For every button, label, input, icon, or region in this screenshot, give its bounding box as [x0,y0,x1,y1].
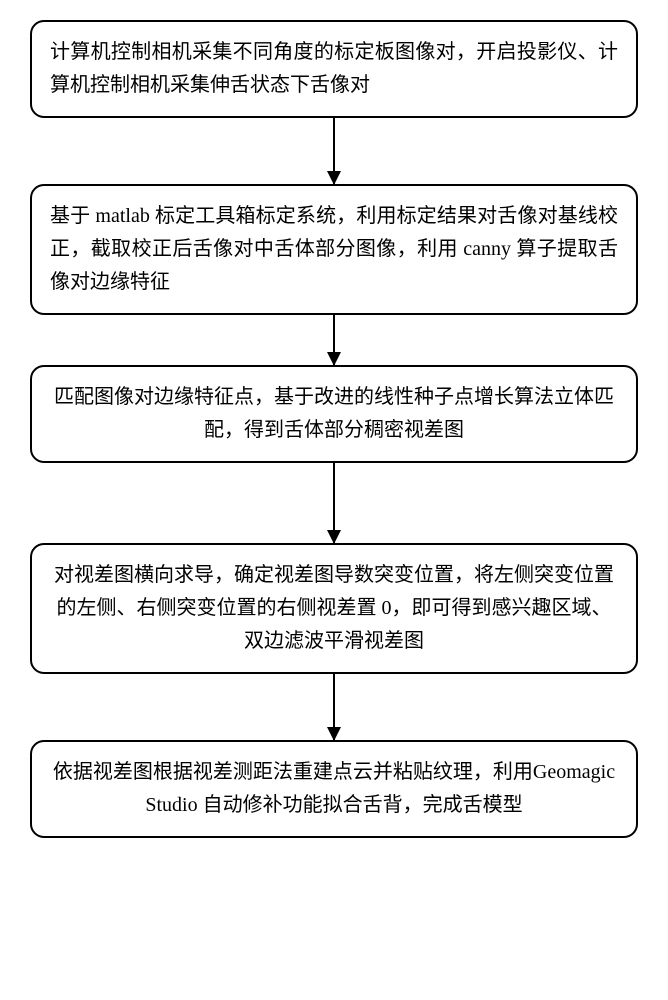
step-1-box: 计算机控制相机采集不同角度的标定板图像对，开启投影仪、计算机控制相机采集伸舌状态… [30,20,638,118]
step-2-text: 基于 matlab 标定工具箱标定系统，利用标定结果对舌像对基线校正，截取校正后… [50,205,618,293]
step-5-box: 依据视差图根据视差测距法重建点云并粘贴纹理，利用Geomagic Studio … [30,740,638,838]
arrow-2-line [333,315,335,365]
arrow-2 [333,315,335,365]
flowchart-container: 计算机控制相机采集不同角度的标定板图像对，开启投影仪、计算机控制相机采集伸舌状态… [0,0,668,858]
step-5-text: 依据视差图根据视差测距法重建点云并粘贴纹理，利用Geomagic Studio … [53,761,615,816]
arrow-3 [333,463,335,543]
arrow-4-line [333,674,335,740]
arrow-3-line [333,463,335,543]
step-2-box: 基于 matlab 标定工具箱标定系统，利用标定结果对舌像对基线校正，截取校正后… [30,184,638,315]
arrow-1-line [333,118,335,184]
step-1-text: 计算机控制相机采集不同角度的标定板图像对，开启投影仪、计算机控制相机采集伸舌状态… [50,41,618,96]
step-3-box: 匹配图像对边缘特征点，基于改进的线性种子点增长算法立体匹配，得到舌体部分稠密视差… [30,365,638,463]
step-3-text: 匹配图像对边缘特征点，基于改进的线性种子点增长算法立体匹配，得到舌体部分稠密视差… [54,386,614,441]
arrow-4 [333,674,335,740]
step-4-box: 对视差图横向求导，确定视差图导数突变位置，将左侧突变位置的左侧、右侧突变位置的右… [30,543,638,674]
step-4-text: 对视差图横向求导，确定视差图导数突变位置，将左侧突变位置的左侧、右侧突变位置的右… [54,564,614,652]
arrow-1 [333,118,335,184]
